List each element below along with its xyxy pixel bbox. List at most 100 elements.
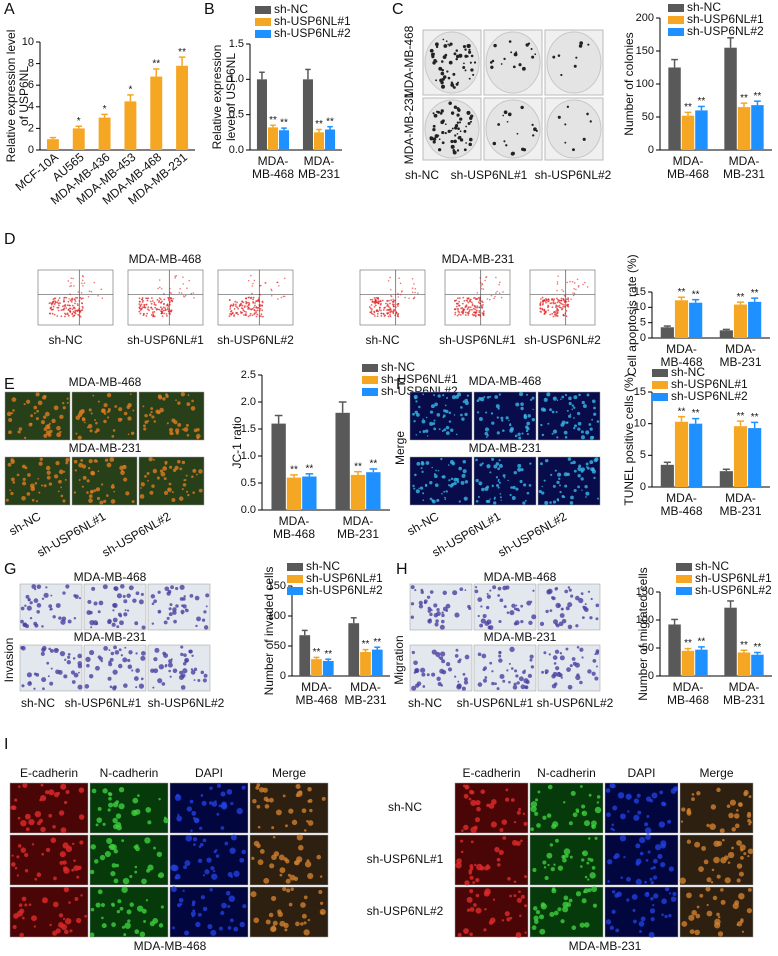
texture-dot — [711, 881, 713, 883]
texture-dot — [446, 426, 450, 430]
event — [547, 309, 549, 311]
colony — [433, 125, 436, 128]
event — [478, 312, 480, 314]
texture-dot — [294, 877, 298, 881]
significance-label: ** — [315, 119, 323, 130]
texture-dot — [542, 861, 546, 865]
event — [54, 300, 56, 302]
texture-dot — [113, 646, 117, 650]
texture-dot — [205, 593, 209, 597]
event — [235, 305, 237, 307]
texture-dot — [47, 471, 51, 475]
event — [163, 310, 165, 312]
y-tick-label: 10 — [22, 36, 34, 48]
texture-dot — [568, 625, 573, 630]
event — [414, 288, 416, 290]
texture-dot — [51, 419, 55, 423]
texture-dot — [63, 471, 65, 473]
event — [479, 277, 481, 279]
texture-dot — [229, 848, 235, 854]
event — [384, 307, 386, 309]
event — [374, 306, 376, 308]
colony — [450, 140, 453, 143]
colony — [468, 143, 472, 147]
event — [557, 275, 559, 277]
event — [248, 280, 250, 282]
colony — [469, 78, 471, 80]
texture-dot — [564, 485, 567, 488]
event — [393, 310, 395, 312]
event — [75, 300, 77, 302]
event — [248, 297, 250, 299]
texture-dot — [190, 829, 193, 832]
event — [52, 308, 54, 310]
texture-dot — [529, 659, 532, 662]
texture-dot — [148, 457, 152, 461]
texture-dot — [127, 909, 132, 914]
texture-dot — [12, 460, 14, 462]
texture-dot — [151, 415, 154, 418]
event — [561, 309, 563, 311]
event — [250, 313, 252, 315]
texture-dot — [46, 662, 49, 665]
event — [493, 298, 495, 300]
texture-dot — [498, 620, 501, 623]
texture-dot — [557, 498, 559, 500]
texture-dot — [496, 404, 500, 408]
texture-dot — [296, 784, 301, 789]
texture-dot — [36, 410, 39, 413]
event — [245, 314, 247, 316]
texture-dot — [415, 684, 419, 688]
texture-dot — [519, 914, 522, 917]
significance-label: ** — [152, 59, 160, 70]
texture-dot — [420, 668, 425, 673]
texture-dot — [58, 922, 64, 928]
texture-dot — [180, 585, 185, 590]
texture-dot — [541, 902, 546, 907]
event — [152, 308, 154, 310]
bar — [695, 110, 707, 150]
texture-dot — [182, 488, 184, 490]
event — [246, 302, 248, 304]
texture-dot — [206, 857, 211, 862]
texture-dot — [593, 413, 596, 416]
y-tick-label: 2.0 — [241, 396, 256, 408]
event — [163, 293, 165, 295]
texture-dot — [142, 909, 147, 914]
event — [502, 291, 504, 293]
event — [584, 282, 586, 284]
event — [388, 306, 390, 308]
event — [476, 307, 478, 309]
texture-dot — [547, 813, 552, 818]
texture-dot — [505, 911, 510, 916]
texture-dot — [75, 433, 77, 435]
texture-dot — [494, 498, 496, 500]
texture-dot — [597, 801, 599, 803]
texture-dot — [186, 475, 188, 477]
texture-dot — [498, 587, 502, 591]
texture-dot — [231, 835, 237, 841]
event — [491, 295, 493, 297]
texture-dot — [113, 429, 116, 432]
texture-dot — [543, 651, 546, 654]
event — [239, 305, 241, 307]
texture-dot — [491, 422, 494, 425]
texture-dot — [103, 584, 108, 589]
texture-dot — [571, 408, 573, 410]
texture-dot — [74, 617, 76, 619]
texture-dot — [527, 492, 530, 495]
texture-dot — [76, 876, 79, 879]
event — [163, 303, 165, 305]
texture-dot — [456, 649, 459, 652]
texture-dot — [646, 815, 649, 818]
texture-dot — [536, 823, 541, 828]
texture-dot — [163, 818, 168, 823]
image-label: DAPI — [195, 766, 223, 780]
bar — [360, 652, 371, 676]
texture-dot — [577, 474, 580, 477]
event — [100, 289, 102, 291]
significance-label: ** — [737, 411, 745, 422]
bar — [689, 303, 702, 338]
texture-dot — [553, 672, 558, 677]
event — [389, 307, 391, 309]
